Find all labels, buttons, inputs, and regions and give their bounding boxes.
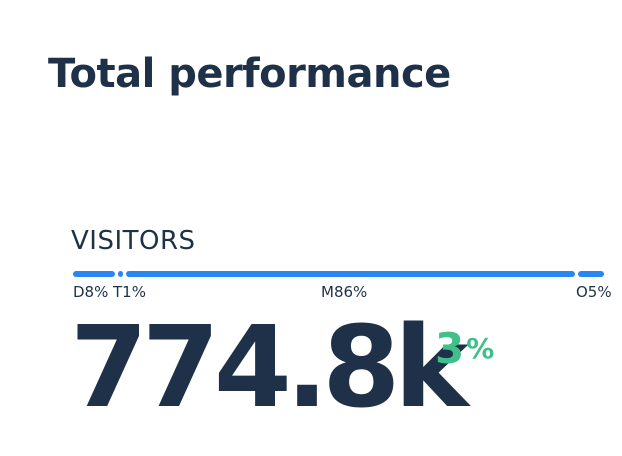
breakdown-label-o: O5% bbox=[576, 283, 612, 301]
metric-label: VISITORS bbox=[71, 226, 196, 256]
breakdown-label-d: D8% bbox=[73, 283, 109, 301]
breakdown-segment-t[interactable] bbox=[117, 271, 123, 277]
metric-value: 774.8k bbox=[70, 303, 469, 433]
page-title: Total performance bbox=[48, 51, 451, 97]
breakdown-segment-m[interactable] bbox=[125, 271, 575, 277]
breakdown-segment-o[interactable] bbox=[577, 271, 604, 277]
change-indicator: 3% bbox=[435, 327, 494, 371]
change-unit: % bbox=[466, 332, 495, 365]
change-value: 3 bbox=[435, 324, 465, 373]
breakdown-segment-d[interactable] bbox=[73, 271, 115, 277]
breakdown-label-t: T1% bbox=[113, 283, 146, 301]
breakdown-label-m: M86% bbox=[321, 283, 368, 301]
breakdown-bar bbox=[73, 271, 604, 277]
breakdown-labels: D8% T1% M86% O5% bbox=[73, 283, 622, 303]
